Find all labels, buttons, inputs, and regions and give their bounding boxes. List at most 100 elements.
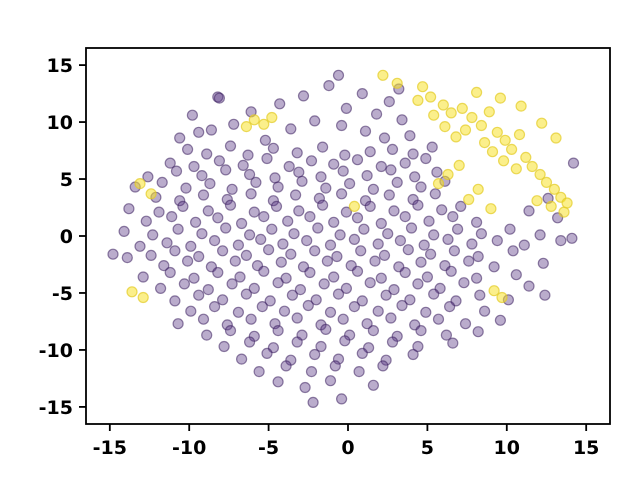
data-point-class-0-purple xyxy=(534,229,546,241)
data-point-class-0-purple xyxy=(364,277,376,289)
data-point-class-0-purple xyxy=(309,245,321,257)
data-point-class-0-purple xyxy=(372,238,384,250)
data-point-class-0-purple xyxy=(399,157,411,169)
data-point-class-0-purple xyxy=(267,195,279,207)
data-point-class-0-purple xyxy=(244,229,256,241)
data-point-class-1-yellow xyxy=(483,106,495,118)
data-point-class-1-yellow xyxy=(377,69,389,81)
data-point-class-0-purple xyxy=(328,158,340,170)
data-point-class-0-purple xyxy=(217,294,229,306)
data-point-class-1-yellow xyxy=(491,126,503,138)
data-point-class-0-purple xyxy=(340,282,352,294)
data-point-class-0-purple xyxy=(234,271,246,283)
data-point-class-0-purple xyxy=(185,305,197,317)
data-point-class-0-purple xyxy=(213,155,225,167)
data-point-class-0-purple xyxy=(367,183,379,195)
data-point-class-0-purple xyxy=(264,295,276,307)
data-point-class-0-purple xyxy=(142,171,154,183)
data-point-class-0-purple xyxy=(447,211,459,223)
data-point-class-0-purple xyxy=(291,336,303,348)
data-point-class-0-purple xyxy=(190,216,202,228)
data-point-class-0-purple xyxy=(445,265,457,277)
data-point-class-0-purple xyxy=(258,265,270,277)
data-point-class-0-purple xyxy=(436,204,448,216)
data-point-class-0-purple xyxy=(383,189,395,201)
data-point-class-0-purple xyxy=(304,211,316,223)
data-point-class-0-purple xyxy=(248,282,260,294)
data-point-class-0-purple xyxy=(371,108,383,120)
data-point-class-1-yellow xyxy=(466,111,478,124)
data-point-class-0-purple xyxy=(224,199,237,211)
data-point-class-0-purple xyxy=(488,261,500,273)
data-point-class-1-yellow xyxy=(520,151,532,163)
data-point-class-0-purple xyxy=(378,132,391,144)
data-point-class-0-purple xyxy=(282,215,294,227)
data-point-class-0-purple xyxy=(386,143,399,155)
data-point-class-0-purple xyxy=(336,119,348,132)
data-point-class-0-purple xyxy=(299,381,311,394)
data-point-class-0-purple xyxy=(331,250,343,263)
data-point-class-0-purple xyxy=(440,329,452,341)
data-point-class-0-purple xyxy=(315,171,327,183)
data-point-class-0-purple xyxy=(431,166,443,178)
data-point-class-0-purple xyxy=(328,216,340,228)
data-point-class-1-yellow xyxy=(425,91,437,103)
data-point-class-1-yellow xyxy=(472,183,484,195)
data-point-class-0-purple xyxy=(523,205,535,217)
data-point-class-0-purple xyxy=(336,188,348,200)
data-point-class-0-purple xyxy=(471,272,483,284)
x-tick-label: -10 xyxy=(172,437,206,459)
data-point-class-1-yellow xyxy=(463,193,475,206)
data-point-class-0-purple xyxy=(423,215,435,227)
data-point-class-0-purple xyxy=(336,393,348,405)
data-point-class-0-purple xyxy=(459,318,472,330)
data-point-class-0-purple xyxy=(204,178,216,190)
data-point-class-0-purple xyxy=(310,294,322,306)
data-point-class-0-purple xyxy=(174,132,186,144)
data-point-class-0-purple xyxy=(388,205,400,217)
data-point-class-1-yellow xyxy=(391,77,403,89)
data-point-class-0-purple xyxy=(253,366,265,378)
data-point-class-1-yellow xyxy=(137,291,149,304)
data-point-class-0-purple xyxy=(212,212,224,224)
data-point-class-0-purple xyxy=(256,301,268,313)
y-tick-label: -15 xyxy=(39,397,73,419)
data-point-class-0-purple xyxy=(301,235,313,247)
data-point-class-0-purple xyxy=(201,148,213,160)
data-point-class-0-purple xyxy=(172,318,184,330)
data-point-class-0-purple xyxy=(388,284,400,296)
data-point-class-0-purple xyxy=(339,335,351,347)
data-point-class-1-yellow xyxy=(506,143,518,155)
data-point-class-0-purple xyxy=(280,360,292,372)
data-point-class-0-purple xyxy=(158,260,170,272)
data-point-class-1-yellow xyxy=(515,100,527,112)
data-point-class-0-purple xyxy=(332,288,345,300)
data-point-class-1-yellow xyxy=(412,94,424,107)
data-point-class-0-purple xyxy=(259,134,271,146)
y-tick-label: 5 xyxy=(60,169,73,191)
data-point-class-0-purple xyxy=(240,249,252,261)
data-point-class-0-purple xyxy=(278,305,291,317)
y-tick-label: 15 xyxy=(47,55,73,77)
data-point-class-0-purple xyxy=(294,284,306,296)
data-point-class-0-purple xyxy=(367,379,379,391)
data-point-class-0-purple xyxy=(407,348,419,361)
data-point-class-0-purple xyxy=(236,217,248,230)
data-point-class-0-purple xyxy=(156,176,168,188)
data-point-class-0-purple xyxy=(523,280,535,292)
data-point-class-0-purple xyxy=(180,182,192,194)
data-point-class-0-purple xyxy=(452,223,464,235)
data-point-class-0-purple xyxy=(224,140,237,152)
data-point-class-0-purple xyxy=(188,160,200,173)
data-point-class-0-purple xyxy=(425,248,437,260)
data-point-class-0-purple xyxy=(236,353,248,365)
data-point-class-1-yellow xyxy=(437,99,449,111)
data-point-class-0-purple xyxy=(197,313,210,325)
data-point-class-0-purple xyxy=(351,265,364,277)
data-point-class-1-yellow xyxy=(475,119,487,132)
data-point-class-0-purple xyxy=(177,200,189,212)
data-point-class-0-purple xyxy=(455,200,467,212)
x-tick-label: 5 xyxy=(421,437,434,459)
data-point-class-0-purple xyxy=(232,239,244,251)
data-point-class-0-purple xyxy=(407,148,419,160)
